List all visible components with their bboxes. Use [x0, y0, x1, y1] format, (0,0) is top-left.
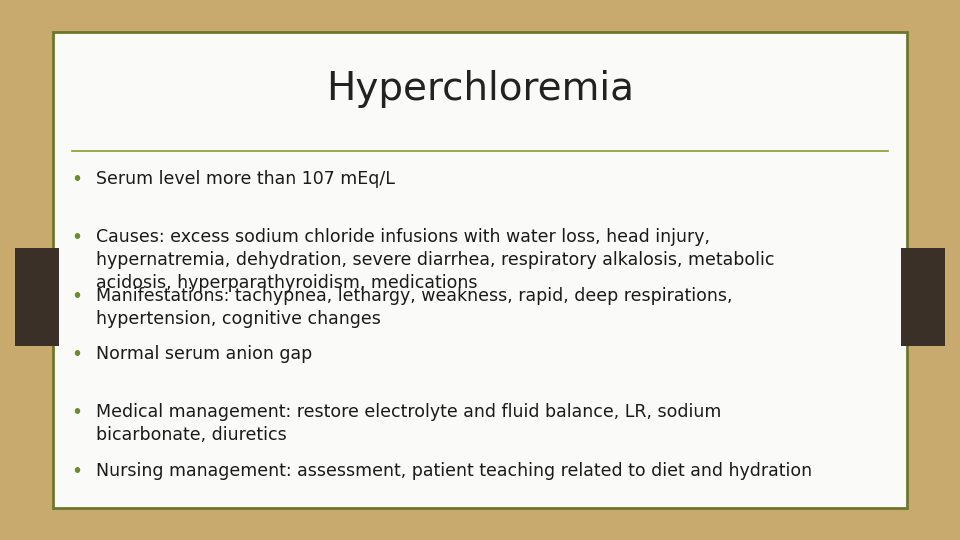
Text: •: •: [71, 345, 83, 364]
Text: Manifestations: tachypnea, lethargy, weakness, rapid, deep respirations,
hyperte: Manifestations: tachypnea, lethargy, wea…: [96, 287, 732, 328]
Text: •: •: [71, 287, 83, 306]
FancyBboxPatch shape: [15, 248, 59, 346]
FancyBboxPatch shape: [53, 32, 907, 508]
Text: Serum level more than 107 mEq/L: Serum level more than 107 mEq/L: [96, 170, 395, 188]
Text: •: •: [71, 403, 83, 422]
Text: •: •: [71, 170, 83, 189]
Text: Hyperchloremia: Hyperchloremia: [326, 70, 634, 108]
Text: Nursing management: assessment, patient teaching related to diet and hydration: Nursing management: assessment, patient …: [96, 462, 812, 480]
Text: Medical management: restore electrolyte and fluid balance, LR, sodium
bicarbonat: Medical management: restore electrolyte …: [96, 403, 721, 444]
Text: Causes: excess sodium chloride infusions with water loss, head injury,
hypernatr: Causes: excess sodium chloride infusions…: [96, 228, 775, 292]
Text: •: •: [71, 228, 83, 247]
Text: Normal serum anion gap: Normal serum anion gap: [96, 345, 312, 363]
Text: •: •: [71, 462, 83, 481]
FancyBboxPatch shape: [901, 248, 945, 346]
